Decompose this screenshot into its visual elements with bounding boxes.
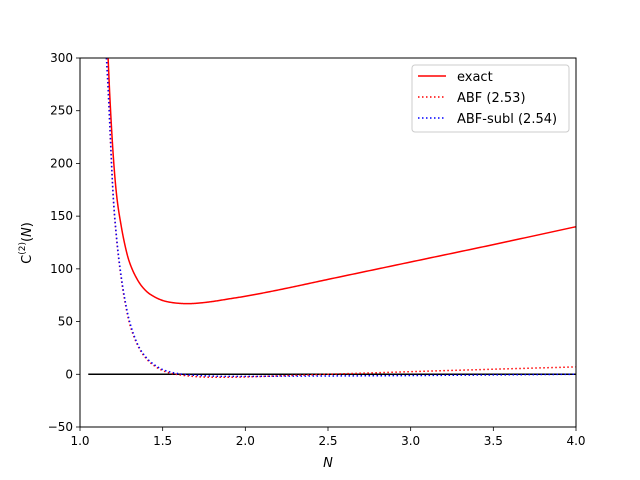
y-tick-label: 50 bbox=[58, 315, 73, 329]
series-line-exact bbox=[107, 58, 576, 305]
y-tick-label: 300 bbox=[50, 51, 73, 65]
y-axis-label-variable: N bbox=[20, 227, 35, 237]
x-tick-label: 1.5 bbox=[153, 434, 172, 448]
legend: exact ABF (2.53) ABF-subl (2.54) bbox=[411, 64, 570, 133]
legend-label-abf: ABF (2.53) bbox=[457, 91, 526, 106]
y-axis-label: C(2)(N) bbox=[18, 222, 35, 264]
legend-label-abf-subl: ABF-subl (2.54) bbox=[457, 112, 557, 127]
x-axis-ticks: 1.0 1.5 2.0 2.5 3.0 3.5 4.0 bbox=[70, 427, 586, 448]
series-layer bbox=[105, 58, 576, 378]
y-tick-label: 100 bbox=[50, 262, 73, 276]
x-tick-label: 2.5 bbox=[318, 434, 337, 448]
y-tick-label: 0 bbox=[65, 367, 73, 381]
y-axis-ticks: −50 0 50 100 150 200 250 300 bbox=[48, 51, 80, 434]
x-tick-label: 3.0 bbox=[401, 434, 420, 448]
y-axis-label-superscript: (2) bbox=[18, 242, 28, 255]
legend-frame bbox=[411, 64, 570, 133]
y-tick-label: 150 bbox=[50, 209, 73, 223]
x-axis-label: N bbox=[323, 456, 333, 471]
y-tick-label: −50 bbox=[48, 420, 73, 434]
y-tick-label: 250 bbox=[50, 104, 73, 118]
y-axis-label-close: ) bbox=[20, 222, 35, 227]
legend-label-exact: exact bbox=[457, 70, 493, 85]
x-tick-label: 4.0 bbox=[566, 434, 585, 448]
y-tick-label: 200 bbox=[50, 156, 73, 170]
x-tick-label: 3.5 bbox=[484, 434, 503, 448]
y-axis-label-argument: ( bbox=[20, 237, 35, 242]
x-tick-label: 2.0 bbox=[236, 434, 255, 448]
x-tick-label: 1.0 bbox=[70, 434, 89, 448]
